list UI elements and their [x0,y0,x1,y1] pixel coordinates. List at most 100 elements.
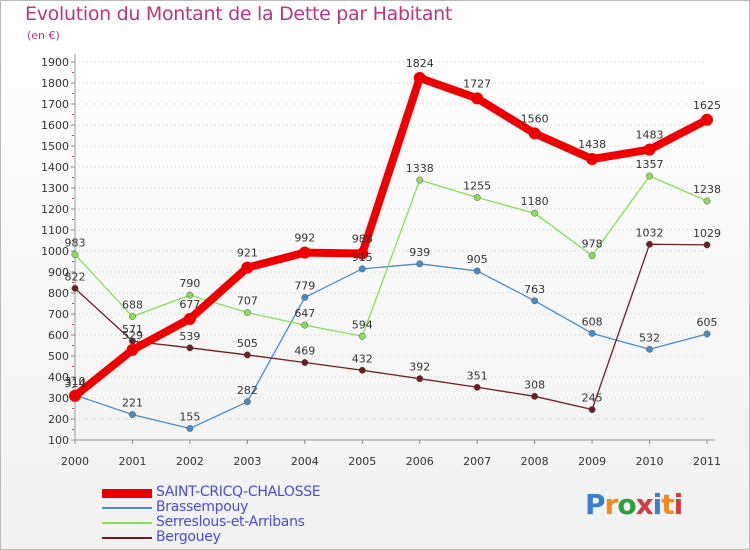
legend-swatch [102,507,152,509]
data-point [71,284,79,292]
data-point [69,389,81,402]
data-label: 1438 [578,138,606,151]
logo-letter: P [585,488,606,521]
data-point [703,197,711,205]
data-point [588,406,596,413]
data-label: 978 [582,238,603,251]
data-label: 529 [122,329,143,342]
data-point [473,383,481,391]
legend: SAINT-CRICQ-CHALOSSE Brassempouy Serreslou… [102,485,402,545]
data-point [701,113,713,126]
x-tick-label: 2007 [463,455,491,468]
data-point [646,172,653,180]
data-point [71,251,79,259]
data-label: 605 [697,316,718,329]
data-point [129,411,136,419]
x-tick-label: 2006 [406,455,434,468]
y-tick-label: 1200 [41,203,69,216]
data-label: 308 [524,378,545,391]
data-label: 763 [524,283,545,296]
legend-item: SAINT-CRICQ-CHALOSSE [102,485,402,500]
data-label: 921 [237,247,258,260]
legend-item: Serreslous-et-Arribans [102,515,402,530]
data-label: 392 [409,361,430,374]
data-label: 571 [122,323,143,336]
data-label: 608 [582,315,603,328]
data-point [531,209,539,217]
data-point [413,71,426,84]
chart-unit-label: (en €) [27,29,60,42]
data-label: 822 [65,270,86,283]
series-line [71,73,711,400]
data-label: 988 [352,233,373,246]
data-label: 532 [639,331,660,344]
data-point [183,312,196,325]
data-point [473,194,481,201]
data-point [588,329,596,337]
y-tick-label: 600 [48,329,69,342]
data-point [416,260,424,268]
proxiti-logo: Proxiti [585,488,683,521]
data-point [301,321,309,329]
y-tick-label: 200 [48,413,69,426]
data-point [358,265,366,273]
x-tick-label: 2011 [693,455,721,468]
data-label: 905 [467,253,488,266]
data-point [358,332,366,340]
legend-item: Brassempouy [102,500,402,515]
data-label: 1029 [693,227,721,240]
data-point [243,351,251,359]
chart-title: Evolution du Montant de la Dette par Hab… [25,3,453,25]
data-label: 432 [352,352,373,365]
legend-item: Bergouey [102,530,402,545]
data-point [241,261,254,274]
data-label: 1727 [463,77,491,90]
y-tick-label: 1300 [41,182,69,195]
data-point [358,366,366,374]
data-label: 688 [122,299,143,312]
data-label: 1338 [406,162,434,175]
x-tick-label: 2009 [578,455,606,468]
data-point [416,176,424,184]
data-point [643,143,656,156]
y-tick-label: 1900 [41,56,69,69]
data-point [356,247,369,260]
data-point [126,343,139,356]
data-point [243,398,251,406]
series-line [74,175,708,337]
data-label: 1032 [636,226,664,239]
data-label: 351 [467,369,488,382]
data-point [186,344,194,352]
y-tick-label: 1700 [41,98,69,111]
y-tick-label: 500 [48,350,69,363]
data-label: 469 [294,345,315,358]
data-labels: 314 221 155 282 779 915 939 905 763 608 532 605 983 6… [65,57,722,423]
y-tick-label: 1400 [41,161,69,174]
logo-letter: x [635,488,654,521]
x-tick-label: 2002 [176,455,204,468]
y-tick-label: 800 [48,287,69,300]
data-label: 221 [122,397,143,410]
data-label: 282 [237,384,258,397]
x-tick-label: 2000 [61,455,89,468]
data-point [243,309,251,316]
data-point [301,359,309,366]
data-label: 245 [582,392,603,405]
data-point [588,252,596,260]
data-point [298,246,311,259]
data-label: 1180 [521,195,549,208]
grid-lines [75,61,707,441]
data-label: 779 [294,279,315,292]
x-tick-label: 2001 [118,455,146,468]
data-point [186,291,194,299]
legend-swatch [102,537,152,539]
logo-letter: t [661,488,674,521]
data-point [301,293,309,301]
series-line [74,263,708,430]
x-tick-label: 2004 [291,455,319,468]
data-point [586,153,599,166]
y-tick-label: 1600 [41,119,69,132]
y-tick-label: 1100 [41,224,69,237]
data-label: 1824 [406,57,434,70]
